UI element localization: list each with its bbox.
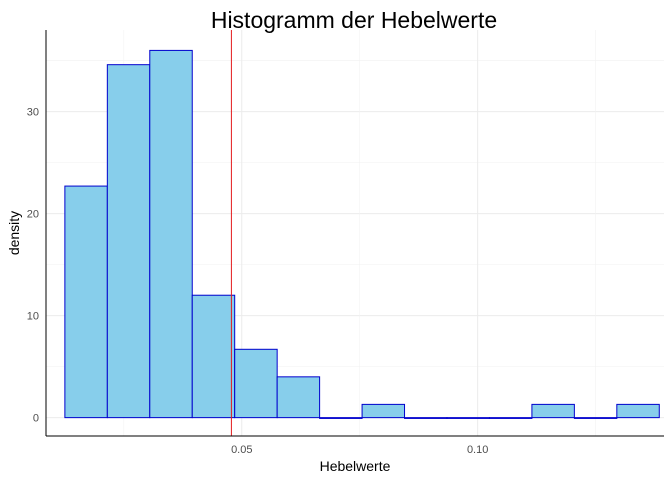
histogram-bar xyxy=(64,185,108,419)
y-tick-label: 10 xyxy=(27,311,39,323)
histogram-bar xyxy=(616,403,660,419)
y-tick-labels: 0 10 20 30 xyxy=(27,107,39,425)
histogram-bars xyxy=(64,49,660,419)
histogram-bar xyxy=(106,64,151,419)
histogram-bar xyxy=(234,348,278,419)
y-tick-label: 0 xyxy=(33,413,39,425)
x-axis-title: Hebelwerte xyxy=(320,458,391,474)
histogram-bar xyxy=(446,417,490,419)
histogram-bar xyxy=(488,417,533,419)
x-tick-label: 0.10 xyxy=(467,444,488,456)
y-tick-label: 20 xyxy=(27,209,39,221)
histogram-bar xyxy=(149,49,193,419)
histogram-bar xyxy=(319,417,363,419)
histogram-bar xyxy=(361,403,406,419)
x-tick-labels: 0.05 0.10 xyxy=(231,444,488,456)
y-axis-title: density xyxy=(6,211,22,255)
histogram-bar xyxy=(191,294,236,419)
y-tick-label: 30 xyxy=(27,107,39,119)
histogram-bar xyxy=(404,417,448,419)
chart-title: Histogramm der Hebelwerte xyxy=(211,7,497,33)
x-tick-label: 0.05 xyxy=(231,444,252,456)
histogram-bar xyxy=(573,417,618,419)
histogram-bar xyxy=(531,403,575,419)
histogram-bar xyxy=(276,376,321,419)
